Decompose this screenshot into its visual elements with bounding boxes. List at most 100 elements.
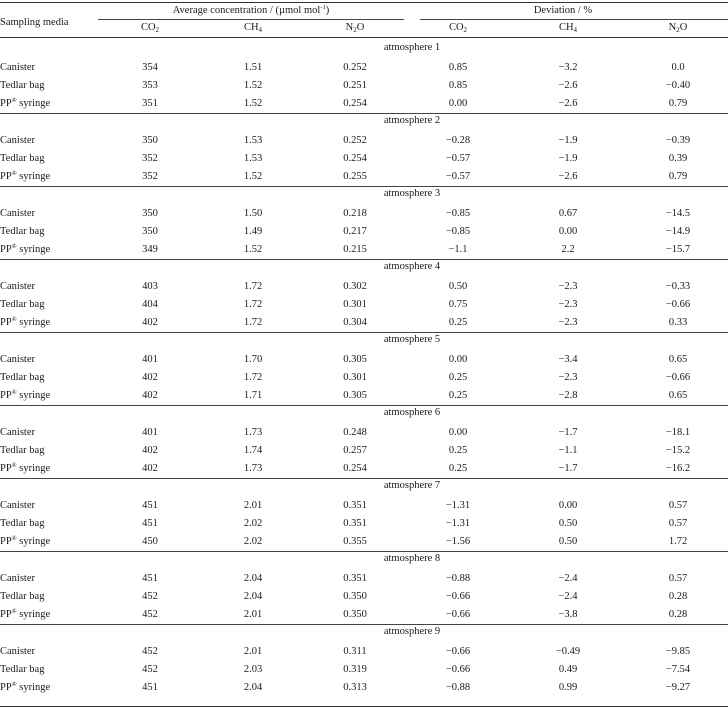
value-cell: 0.254 [343, 153, 367, 164]
group-title: atmosphere 8 [383, 553, 441, 564]
value-cell: 1.71 [243, 390, 263, 401]
deviation-header: Deviation / % [533, 5, 593, 16]
value-cell: 451 [142, 500, 158, 511]
value-cell: −2.3 [558, 281, 578, 292]
value-cell: 2.01 [243, 646, 263, 657]
value-cell: 0.25 [448, 317, 468, 328]
value-cell: −0.85 [445, 208, 471, 219]
group-separator [0, 259, 728, 260]
value-cell: 2.01 [243, 609, 263, 620]
group-title: atmosphere 3 [383, 188, 441, 199]
bottom-rule [0, 706, 728, 707]
value-cell: 0.67 [558, 208, 578, 219]
sampling-media-label: Tedlar bag [0, 372, 45, 383]
column-header: CH4 [558, 22, 578, 34]
value-cell: 451 [142, 518, 158, 529]
sampling-media-label: Tedlar bag [0, 226, 45, 237]
value-cell: −0.85 [445, 226, 471, 237]
value-cell: −9.27 [665, 682, 691, 693]
group-title: atmosphere 1 [383, 42, 441, 53]
sampling-media-label: Canister [0, 573, 35, 584]
value-cell: 0.28 [668, 591, 688, 602]
group-title: atmosphere 7 [383, 480, 441, 491]
value-cell: 2.01 [243, 500, 263, 511]
value-cell: 2.04 [243, 682, 263, 693]
value-cell: 2.04 [243, 591, 263, 602]
sampling-media-label: Canister [0, 62, 35, 73]
column-header: N2O [345, 22, 365, 34]
value-cell: 0.301 [343, 299, 367, 310]
value-cell: −2.3 [558, 372, 578, 383]
value-cell: −0.33 [665, 281, 691, 292]
header-rule [0, 37, 728, 38]
value-cell: −0.28 [445, 135, 471, 146]
value-cell: 0.85 [448, 80, 468, 91]
value-cell: −7.54 [665, 664, 691, 675]
group-separator [0, 551, 728, 552]
value-cell: −0.66 [445, 591, 471, 602]
value-cell: −1.1 [558, 445, 578, 456]
value-cell: 452 [142, 664, 158, 675]
value-cell: −3.4 [558, 354, 578, 365]
value-cell: 0.65 [668, 354, 688, 365]
top-rule [0, 2, 728, 3]
value-cell: 350 [142, 135, 158, 146]
value-cell: 350 [142, 208, 158, 219]
sampling-media-label: Tedlar bag [0, 80, 45, 91]
value-cell: 0.85 [448, 62, 468, 73]
value-cell: −18.1 [665, 427, 691, 438]
group-title: atmosphere 9 [383, 626, 441, 637]
value-cell: 351 [142, 98, 158, 109]
value-cell: 0.313 [343, 682, 367, 693]
value-cell: 0.25 [448, 463, 468, 474]
value-cell: −2.3 [558, 317, 578, 328]
value-cell: 0.00 [448, 354, 468, 365]
value-cell: 1.52 [243, 244, 263, 255]
value-cell: 352 [142, 171, 158, 182]
value-cell: 450 [142, 536, 158, 547]
sampling-media-label: Tedlar bag [0, 664, 45, 675]
value-cell: −0.66 [445, 664, 471, 675]
value-cell: 0.248 [343, 427, 367, 438]
value-cell: 2.04 [243, 573, 263, 584]
sampling-media-label: PP® syringe [0, 170, 51, 182]
value-cell: 0.350 [343, 609, 367, 620]
value-cell: −0.66 [665, 372, 691, 383]
value-cell: 0.57 [668, 573, 688, 584]
value-cell: 1.53 [243, 135, 263, 146]
value-cell: 402 [142, 463, 158, 474]
value-cell: 401 [142, 354, 158, 365]
value-cell: 0.350 [343, 591, 367, 602]
column-header: CH4 [243, 22, 263, 34]
value-cell: 402 [142, 317, 158, 328]
value-cell: 0.257 [343, 445, 367, 456]
value-cell: 0.218 [343, 208, 367, 219]
value-cell: 0.251 [343, 80, 367, 91]
value-cell: 0.00 [558, 226, 578, 237]
value-cell: 2.02 [243, 518, 263, 529]
value-cell: 1.52 [243, 171, 263, 182]
value-cell: 0.25 [448, 390, 468, 401]
value-cell: −3.8 [558, 609, 578, 620]
value-cell: 0.28 [668, 609, 688, 620]
value-cell: 452 [142, 591, 158, 602]
value-cell: 1.51 [243, 62, 263, 73]
value-cell: 0.254 [343, 463, 367, 474]
value-cell: 0.217 [343, 226, 367, 237]
sampling-media-label: PP® syringe [0, 462, 51, 474]
value-cell: 354 [142, 62, 158, 73]
value-cell: −0.49 [555, 646, 581, 657]
value-cell: 0.305 [343, 354, 367, 365]
value-cell: −0.66 [445, 609, 471, 620]
value-cell: 0.57 [668, 518, 688, 529]
value-cell: 0.304 [343, 317, 367, 328]
sampling-media-label: Canister [0, 646, 35, 657]
group-title: atmosphere 6 [383, 407, 441, 418]
value-cell: 0.50 [448, 281, 468, 292]
value-cell: 401 [142, 427, 158, 438]
value-cell: 349 [142, 244, 158, 255]
column-header: N2O [668, 22, 688, 34]
value-cell: −1.9 [558, 135, 578, 146]
value-cell: 0.25 [448, 445, 468, 456]
sampling-media-label: Tedlar bag [0, 518, 45, 529]
